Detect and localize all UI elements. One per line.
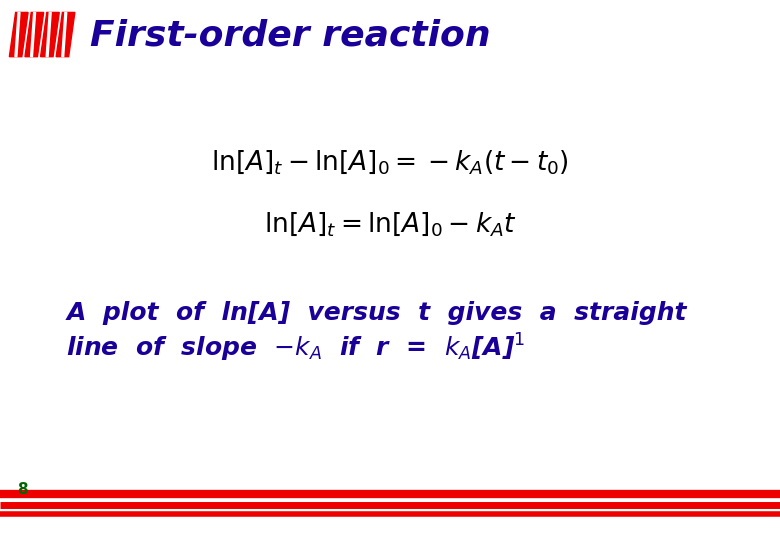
Text: 8: 8 bbox=[17, 482, 28, 497]
Text: $\ln[A]_t = \ln[A]_0 - k_A t$: $\ln[A]_t = \ln[A]_0 - k_A t$ bbox=[264, 210, 516, 238]
Text: $\ln[A]_t - \ln[A]_0 = -k_A(t - t_0)$: $\ln[A]_t - \ln[A]_0 = -k_A(t - t_0)$ bbox=[211, 148, 569, 176]
Text: First-order reaction: First-order reaction bbox=[90, 18, 491, 52]
Text: A  plot  of  ln[A]  versus  t  gives  a  straight: A plot of ln[A] versus t gives a straigh… bbox=[66, 301, 687, 325]
Text: line  of  slope  $-k_A$  if  r  =  $k_A$[A]$^1$: line of slope $-k_A$ if r = $k_A$[A]$^1$ bbox=[66, 332, 526, 365]
